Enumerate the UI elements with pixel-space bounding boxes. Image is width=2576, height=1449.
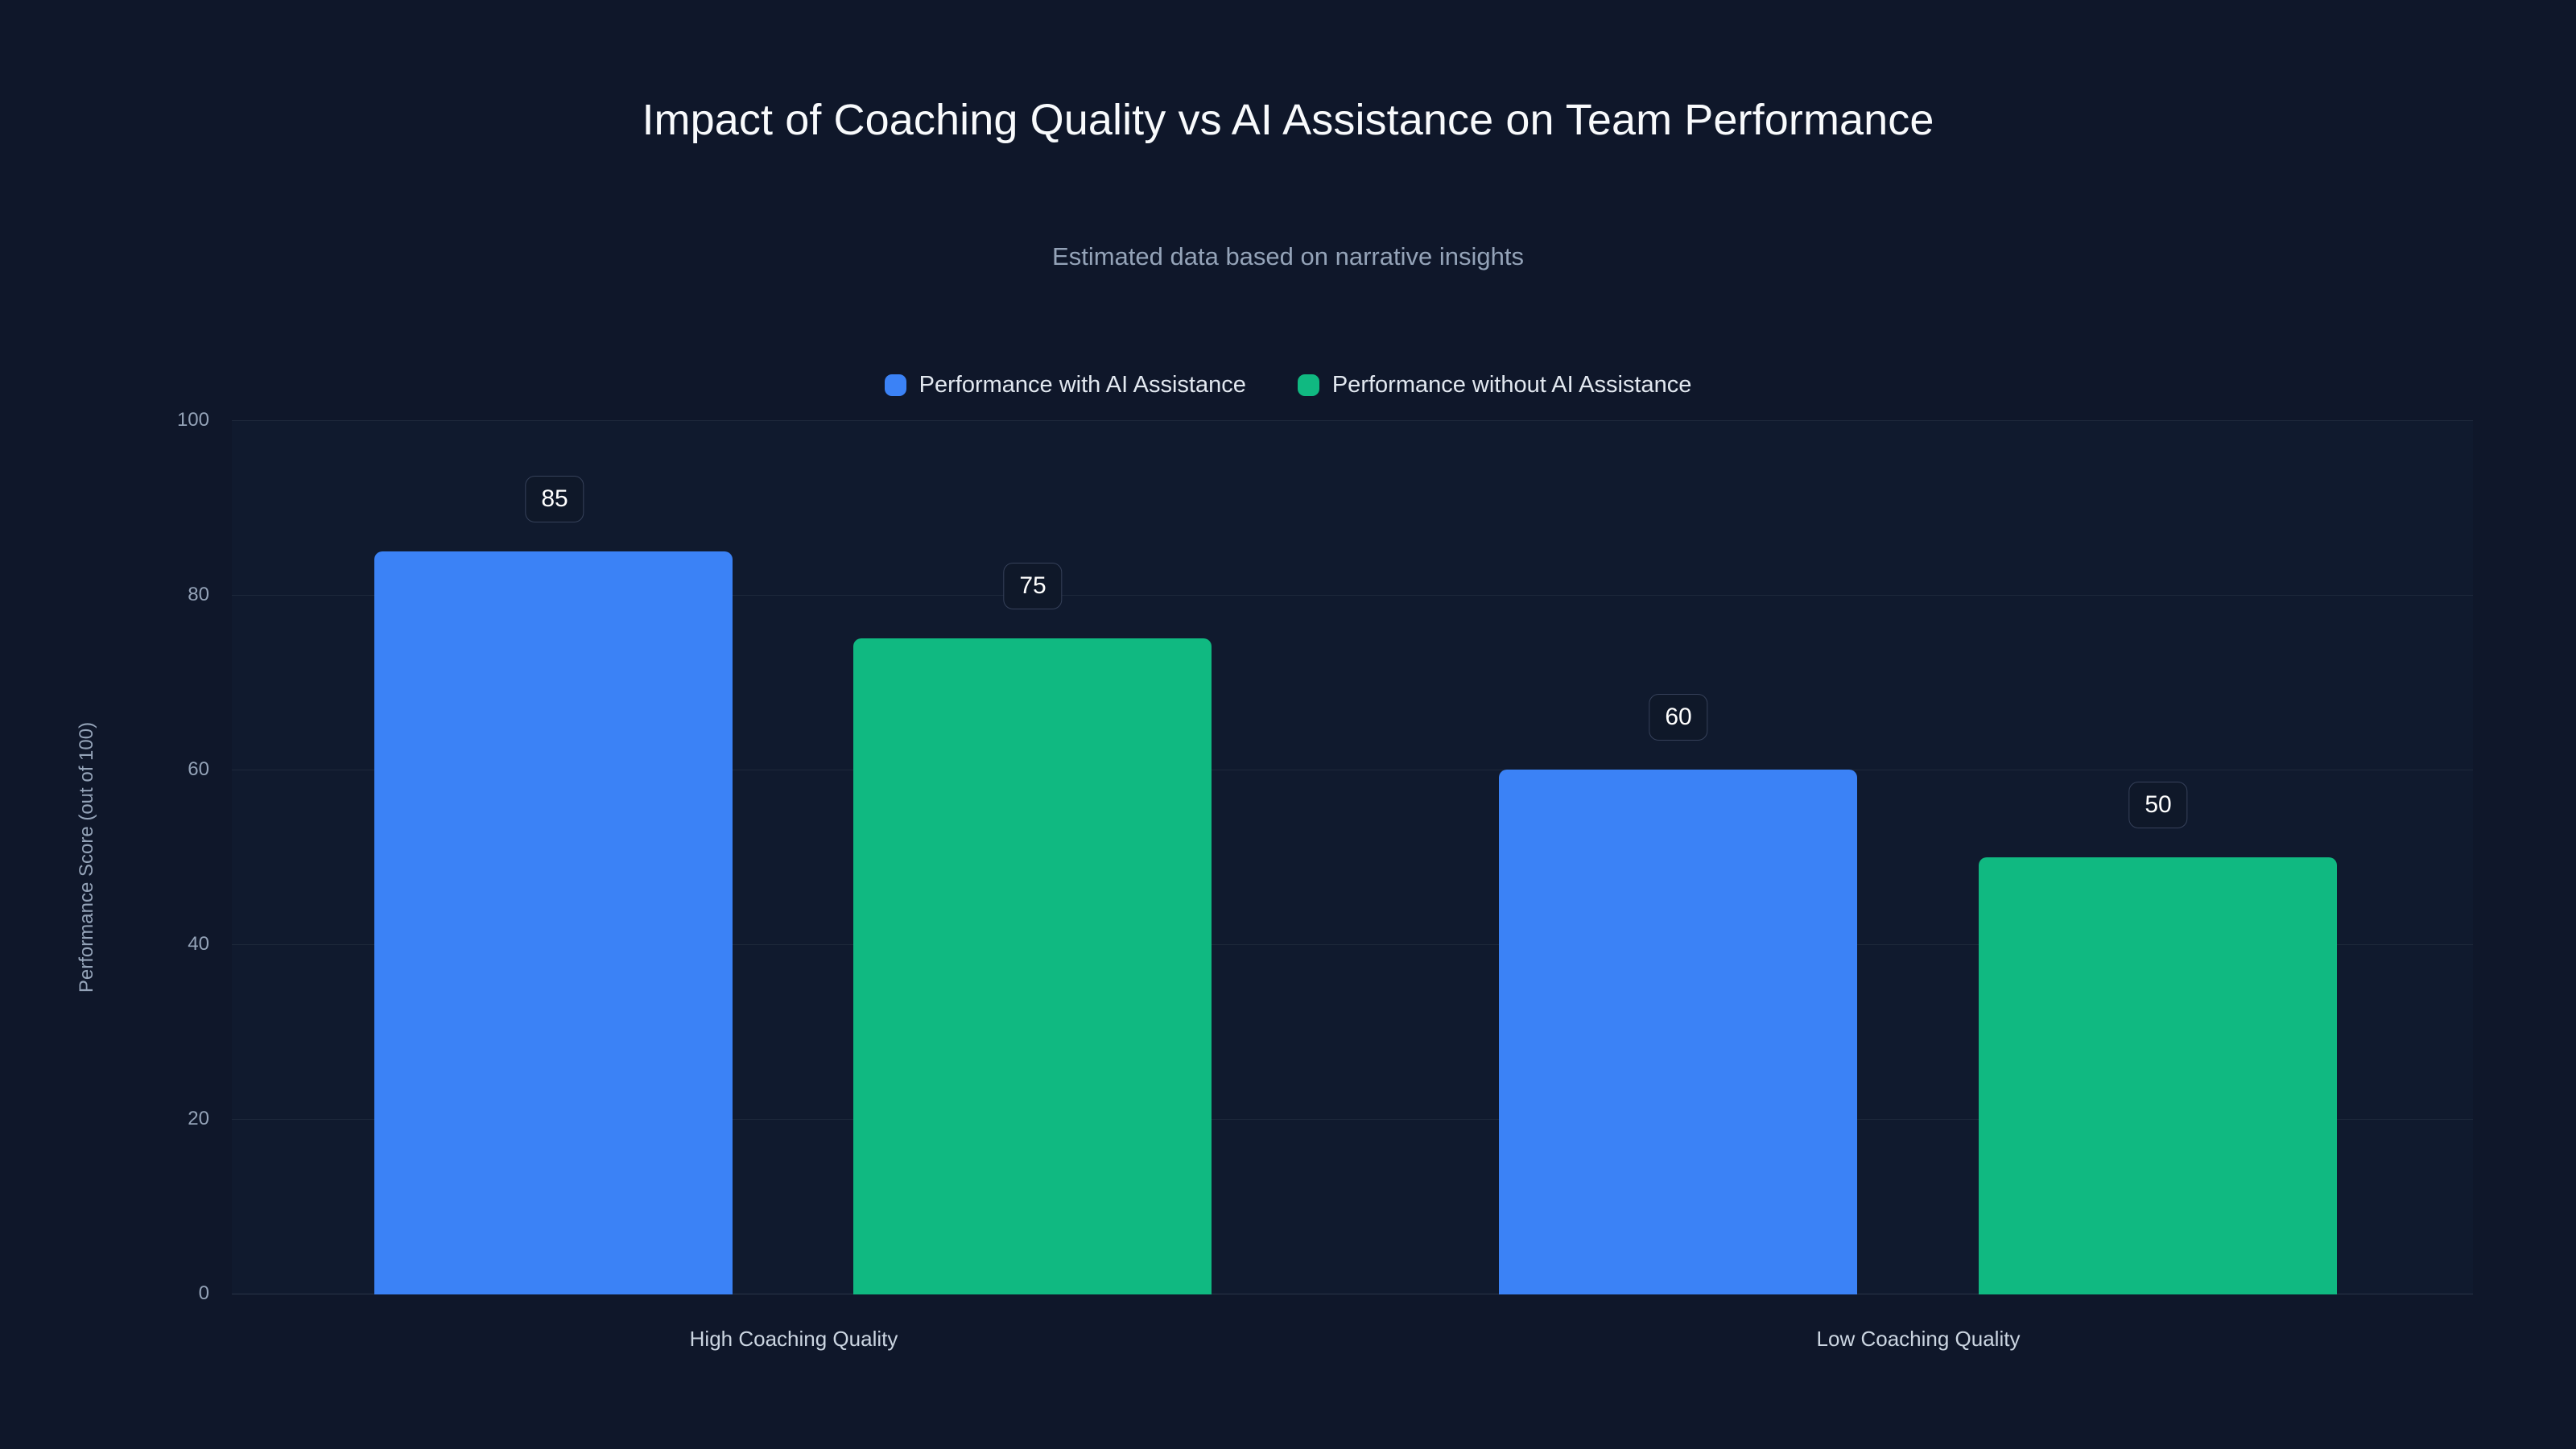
value-badge-low-without-ai: 50 bbox=[2128, 782, 2188, 828]
legend-label-with-ai: Performance with AI Assistance bbox=[919, 372, 1246, 398]
x-axis-label-low-coaching-quality: Low Coaching Quality bbox=[1816, 1327, 2021, 1351]
chart-title: Impact of Coaching Quality vs AI Assista… bbox=[642, 96, 1934, 144]
value-badge-low-with-ai: 60 bbox=[1649, 694, 1708, 741]
legend-item-with-ai[interactable]: Performance with AI Assistance bbox=[884, 372, 1246, 398]
chart-subtitle: Estimated data based on narrative insigh… bbox=[1052, 242, 1524, 270]
bar-low-with-ai[interactable] bbox=[1499, 770, 1857, 1294]
y-tick-label-20: 20 bbox=[188, 1108, 209, 1129]
y-tick-label-0: 0 bbox=[198, 1282, 209, 1304]
plot-area bbox=[232, 420, 2473, 1294]
bar-high-without-ai[interactable] bbox=[853, 638, 1212, 1294]
gridline-40 bbox=[232, 944, 2473, 945]
y-tick-label-40: 40 bbox=[188, 933, 209, 955]
y-tick-label-80: 80 bbox=[188, 584, 209, 605]
x-axis-label-high-coaching-quality: High Coaching Quality bbox=[689, 1327, 898, 1351]
y-tick-label-60: 60 bbox=[188, 758, 209, 780]
gridline-100 bbox=[232, 420, 2473, 421]
legend-swatch-icon-without-ai bbox=[1297, 374, 1319, 396]
bar-low-without-ai[interactable] bbox=[1979, 857, 2337, 1294]
value-badge-high-with-ai: 85 bbox=[525, 476, 584, 522]
bar-high-with-ai[interactable] bbox=[374, 551, 733, 1294]
value-badge-high-without-ai: 75 bbox=[1003, 563, 1063, 609]
gridline-80 bbox=[232, 595, 2473, 596]
legend-label-without-ai: Performance without AI Assistance bbox=[1331, 372, 1692, 398]
chart-legend: Performance with AI Assistance Performan… bbox=[0, 372, 2576, 398]
y-axis-title: Performance Score (out of 100) bbox=[76, 721, 97, 993]
gridline-20 bbox=[232, 1119, 2473, 1120]
legend-item-without-ai[interactable]: Performance without AI Assistance bbox=[1297, 372, 1692, 398]
y-tick-label-100: 100 bbox=[176, 409, 209, 431]
legend-swatch-icon-with-ai bbox=[884, 374, 906, 396]
